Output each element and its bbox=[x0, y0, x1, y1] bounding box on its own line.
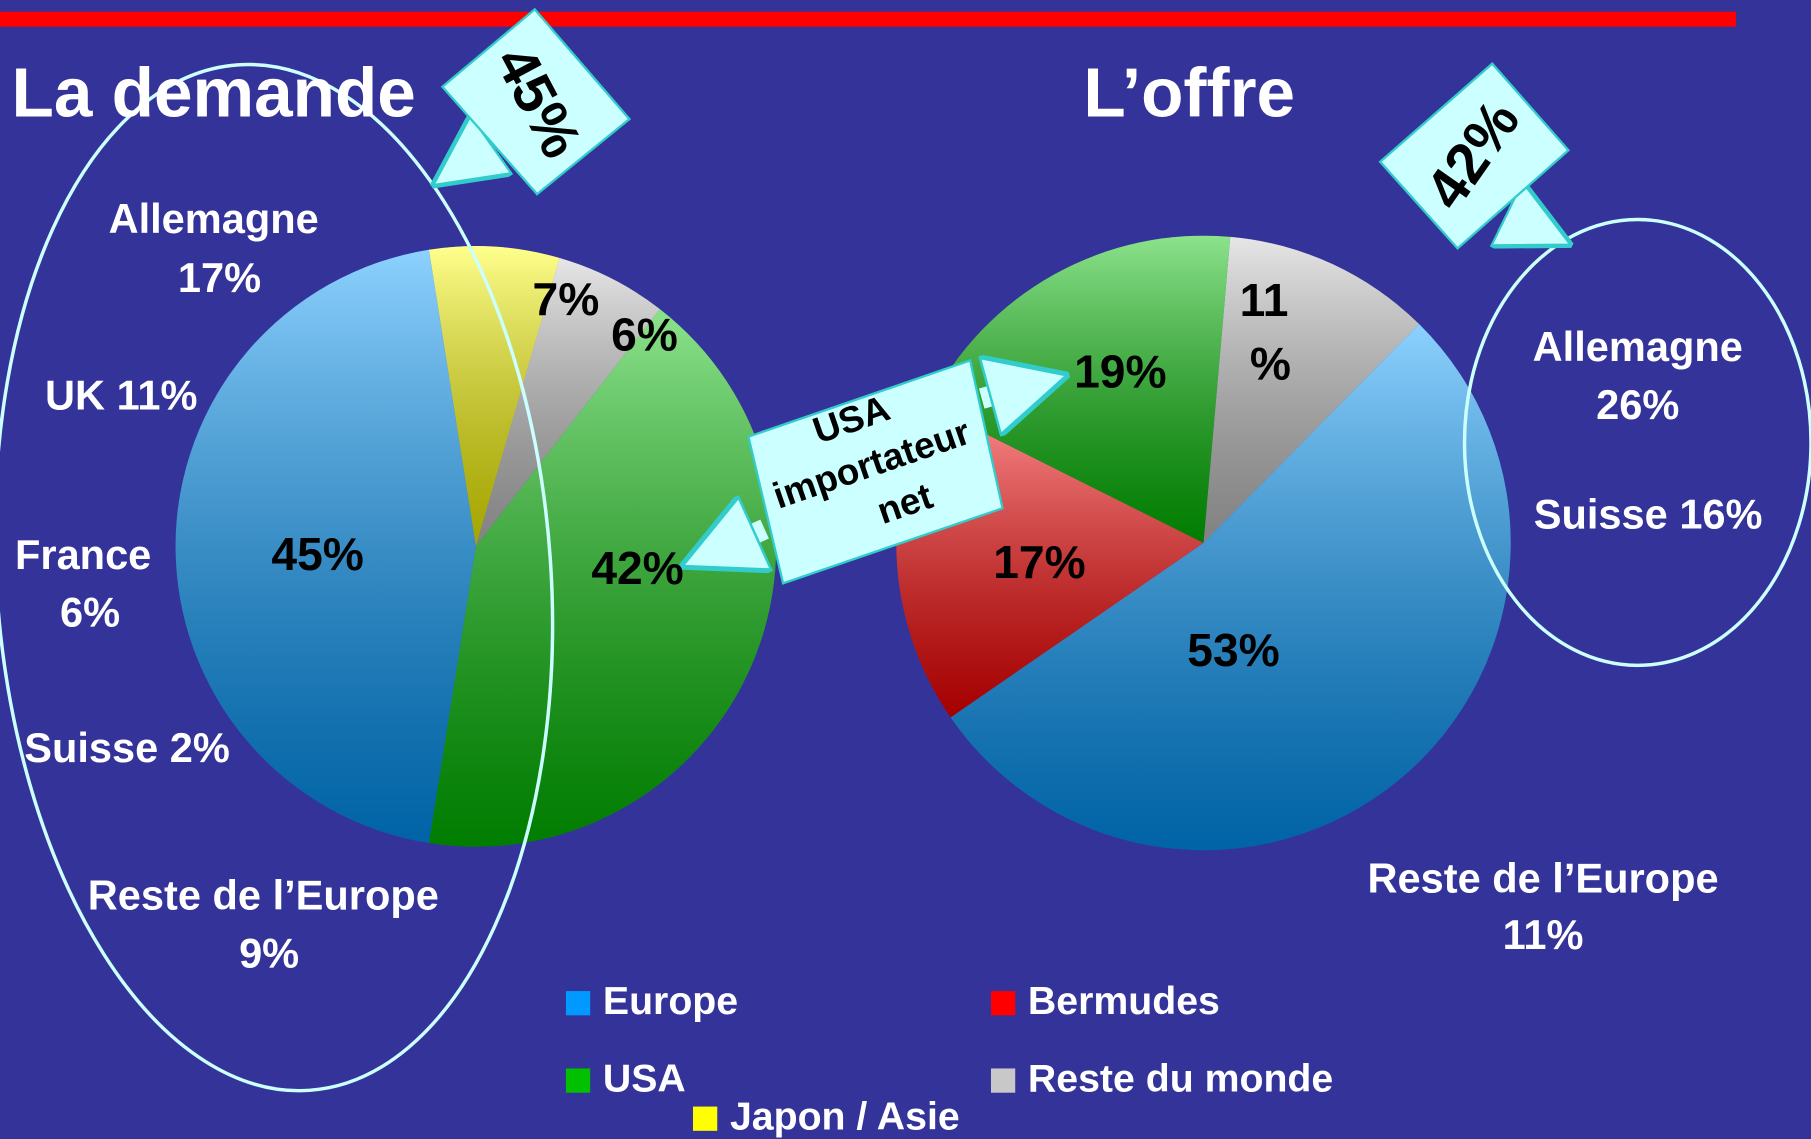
annotation-line: Suisse 2% bbox=[24, 724, 230, 771]
demand-ellipse bbox=[0, 62, 555, 1093]
flow-arrow bbox=[982, 379, 1054, 399]
legend-swatch bbox=[692, 1106, 718, 1131]
callout-box bbox=[440, 7, 632, 196]
pie-slice-shade bbox=[928, 235, 1231, 543]
pie-slice-shade bbox=[175, 249, 476, 843]
annotation-line: Suisse 16% bbox=[1534, 491, 1763, 538]
annotation: Suisse 2% bbox=[24, 724, 230, 771]
data-label: 6% bbox=[611, 309, 678, 361]
annotation: Reste de l’Europe 9% bbox=[88, 872, 439, 977]
data-label: 53% bbox=[1187, 624, 1279, 676]
legend-swatch bbox=[990, 991, 1016, 1016]
annotation: France 6% bbox=[15, 531, 151, 636]
annotation: UK 11% bbox=[45, 372, 197, 419]
pie-slice-shade bbox=[428, 246, 560, 547]
annotation-line: 26% bbox=[1596, 381, 1679, 428]
flow-arrow bbox=[695, 529, 764, 560]
callout-arrow bbox=[444, 144, 491, 177]
data-label: 17% bbox=[993, 536, 1085, 588]
legend-label: Japon / Asie bbox=[730, 1095, 960, 1139]
legend-swatch bbox=[990, 1068, 1016, 1093]
data-label: 45% bbox=[271, 528, 363, 580]
annotation-line: Reste de l’Europe bbox=[1368, 854, 1719, 901]
annotation-line: 9% bbox=[239, 929, 299, 976]
pies bbox=[175, 235, 1511, 851]
pie-slice-shade bbox=[475, 258, 660, 547]
chart-title: La demande bbox=[12, 54, 416, 132]
annotation: Suisse 16% bbox=[1534, 491, 1763, 538]
callout-box bbox=[1378, 61, 1571, 251]
data-label-line: % bbox=[1250, 338, 1291, 390]
top-bar bbox=[0, 11, 1736, 27]
legend-label: Reste du monde bbox=[1028, 1057, 1333, 1101]
annotation-line: Reste de l’Europe bbox=[88, 872, 439, 919]
callout-arrow bbox=[1507, 214, 1559, 239]
annotation: Allemagne 26% bbox=[1533, 323, 1743, 428]
annotation-line: 6% bbox=[60, 589, 120, 636]
data-label: 19% bbox=[1074, 346, 1166, 398]
annotation-line: 17% bbox=[178, 254, 261, 301]
legend-swatch bbox=[565, 1068, 591, 1093]
data-label: 7% bbox=[533, 273, 600, 325]
annotation-line: Allemagne bbox=[1533, 323, 1743, 370]
offer-ellipse bbox=[1462, 217, 1811, 668]
annotation-line: UK 11% bbox=[45, 372, 197, 419]
annotation-line: Allemagne bbox=[109, 195, 319, 242]
pie-slice-shade bbox=[950, 324, 1511, 851]
pie-slice-shade bbox=[428, 309, 777, 847]
annotation-line: 11% bbox=[1503, 911, 1584, 958]
data-label-line: 11 bbox=[1240, 274, 1302, 326]
annotation: Reste de l’Europe 11% bbox=[1368, 854, 1719, 958]
data-label: 42% bbox=[591, 542, 683, 594]
flow-box bbox=[747, 358, 1004, 585]
annotation-line: France bbox=[15, 531, 151, 578]
legend-label: Europe bbox=[603, 979, 738, 1023]
legend-label: Bermudes bbox=[1028, 979, 1220, 1023]
data-label: 11 % bbox=[1240, 274, 1302, 390]
legend-swatch bbox=[565, 991, 591, 1016]
annotation: Allemagne 17% bbox=[109, 195, 319, 301]
pie-slice-shade bbox=[1203, 236, 1420, 543]
chart-title: L’offre bbox=[1083, 54, 1295, 132]
legend-label: USA bbox=[603, 1057, 686, 1101]
